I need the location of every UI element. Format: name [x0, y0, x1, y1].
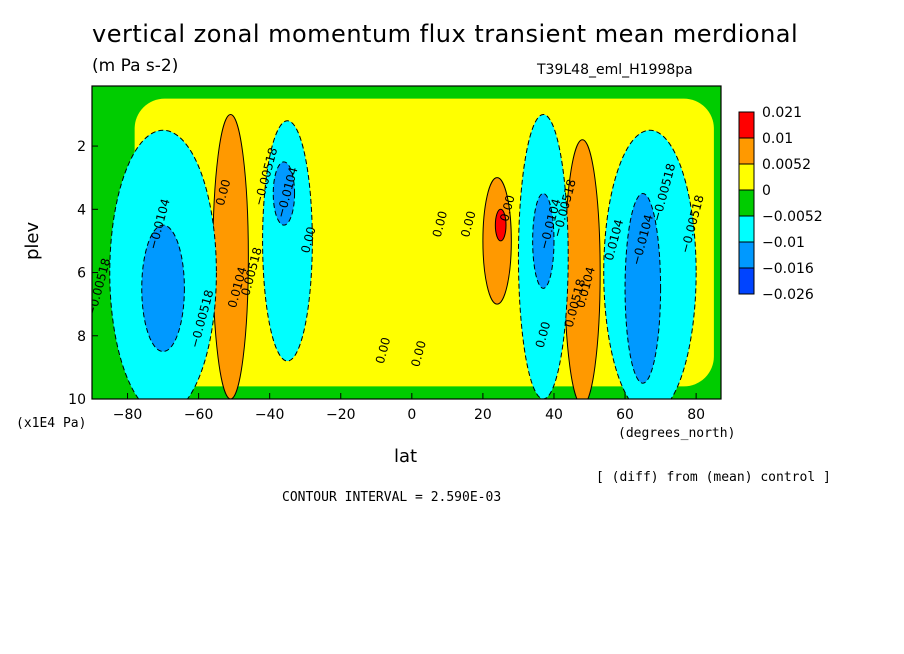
contour-region-13: [624, 192, 662, 384]
contour-region-1: [212, 113, 249, 399]
contour-region-9: [272, 161, 296, 226]
legend-label-0: 0.021: [762, 105, 802, 121]
x-tick-label-2: −40: [255, 407, 285, 423]
y-axis-unit: (x1E4 Pa): [16, 416, 87, 431]
legend-label-1: 0.01: [762, 131, 793, 147]
x-tick-label-6: 40: [545, 407, 563, 423]
legend-label-6: −0.016: [762, 261, 814, 277]
y-tick-label-4: 10: [68, 392, 86, 408]
legend-label-7: −0.026: [762, 287, 814, 303]
plot-frame: [91, 85, 722, 400]
legend-label-3: 0: [762, 183, 771, 199]
x-tick-label-1: −60: [184, 407, 214, 423]
x-tick-label-5: 20: [474, 407, 492, 423]
contour-label-11: 0.00: [430, 209, 450, 238]
y-tick-label-1: 4: [77, 202, 86, 218]
contour-label-14: 0.00: [533, 320, 553, 349]
y-tick-label-3: 8: [77, 329, 86, 345]
legend-swatch-0: [738, 111, 755, 139]
contour-label-10: 0.00: [408, 339, 428, 368]
chart-units: (m Pa s-2): [92, 56, 179, 76]
legend-swatch-4: [738, 215, 755, 243]
contour-region-7: [141, 224, 185, 353]
x-tick-label-3: −20: [326, 407, 356, 423]
contour-region-11: [532, 192, 555, 289]
contour-label-8: 0.00: [298, 225, 318, 254]
x-tick-label-0: −80: [113, 407, 143, 423]
contour-region-4: [482, 177, 512, 305]
contour-label-9: 0.00: [373, 336, 393, 365]
y-tick-label-0: 2: [77, 139, 86, 155]
x-axis-label: lat: [394, 446, 418, 467]
contour-interval: CONTOUR INTERVAL = 2.590E-03: [282, 490, 502, 505]
legend-label-2: 0.0052: [762, 157, 811, 173]
legend-label-5: −0.01: [762, 235, 805, 251]
x-tick-label-4: 0: [407, 407, 416, 423]
chart-title: vertical zonal momentum flux transient m…: [92, 20, 799, 48]
legend-swatch-2: [738, 163, 755, 191]
diff-note: [ (diff) from (mean) control ]: [596, 470, 831, 485]
legend-label-4: −0.0052: [762, 209, 823, 225]
contour-label-13: 0.00: [497, 194, 517, 223]
x-tick-label-7: 60: [616, 407, 634, 423]
run-label: T39L48_eml_H1998pa: [537, 62, 693, 78]
legend-swatch-3: [738, 189, 755, 217]
contour-region-5: [494, 208, 507, 242]
x-tick-label-8: 80: [687, 407, 705, 423]
x-axis-unit: (degrees_north): [618, 426, 736, 441]
legend-swatch-1: [738, 137, 755, 165]
legend-swatch-5: [738, 241, 755, 269]
contour-label-12: 0.00: [458, 209, 478, 238]
contour-label-3: 0.00: [213, 178, 233, 207]
y-tick-label-2: 6: [77, 266, 86, 282]
legend-swatch-6: [738, 267, 755, 295]
